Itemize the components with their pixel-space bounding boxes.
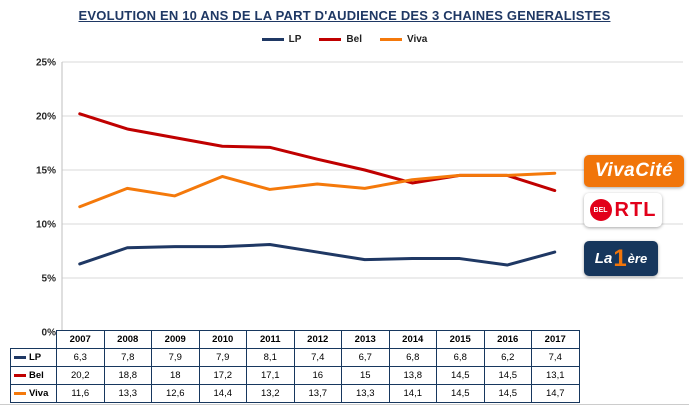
- rtl-logo-text: RTL: [614, 198, 657, 221]
- table-header-row: 2007 2008 2009 2010 2011 2012 2013 2014 2015 2016…: [11, 330, 580, 349]
- year-header: 2017: [531, 330, 580, 349]
- row-label: Bel: [10, 366, 57, 385]
- table-cell: 8,1: [246, 348, 295, 367]
- la1ere-la-text: La: [594, 250, 613, 267]
- row-label: LP: [10, 348, 57, 367]
- la-premiere-logo: La 1 ère: [584, 241, 658, 276]
- legend-item-lp: LP: [261, 34, 302, 45]
- chart-legend: LP Bel Viva: [0, 34, 689, 45]
- table-cell: 7,8: [103, 348, 152, 367]
- year-header: 2009: [151, 330, 200, 349]
- y-axis-tick-label: 10%: [36, 220, 56, 231]
- audience-table: 2007 2008 2009 2010 2011 2012 2013 2014 2015 2016…: [10, 330, 580, 403]
- table-cell: 12,6: [151, 384, 200, 403]
- viva-line-swatch: [379, 38, 402, 41]
- table-row-viva: Viva 11,6 13,3 12,6 14,4 13,2 13,7 13,3 14,1 14,5…: [10, 384, 580, 403]
- year-header: 2012: [293, 330, 342, 349]
- table-cell: 18,8: [103, 366, 152, 385]
- table-cell: 6,7: [341, 348, 390, 367]
- table-cell: 6,3: [56, 348, 105, 367]
- bottom-divider: [0, 404, 689, 405]
- table-cell: 14,7: [531, 384, 580, 403]
- table-cell: 17,2: [198, 366, 247, 385]
- year-header: 2015: [436, 330, 485, 349]
- table-cell: 15: [341, 366, 390, 385]
- year-header: 2007: [56, 330, 105, 349]
- table-cell: 6,2: [483, 348, 532, 367]
- table-cell: 13,8: [388, 366, 437, 385]
- table-row-bel: Bel 20,2 18,8 18 17,2 17,1 16 15 13,8 14,5 14,5 13,…: [10, 366, 580, 385]
- line-series-viva: [78, 171, 557, 209]
- table-cell: 13,3: [341, 384, 390, 403]
- year-header: 2016: [483, 330, 532, 349]
- table-cell: 14,5: [483, 384, 532, 403]
- bel-badge-icon: BEL: [589, 199, 612, 221]
- data-table-wrap: 2007 2008 2009 2010 2011 2012 2013 2014 2015 2016…: [10, 330, 580, 403]
- table-cell: 20,2: [56, 366, 105, 385]
- bel-line-swatch: [319, 38, 342, 41]
- table-cell: 7,9: [151, 348, 200, 367]
- legend-label-lp: LP: [288, 34, 302, 45]
- chart-title: EVOLUTION EN 10 ANS DE LA PART D'AUDIENC…: [78, 8, 611, 23]
- y-axis-tick-label: 20%: [36, 112, 56, 123]
- table-cell: 7,4: [293, 348, 342, 367]
- table-cell: 7,9: [198, 348, 247, 367]
- y-axis-tick-label: 5%: [42, 274, 57, 285]
- table-cell: 14,4: [198, 384, 247, 403]
- y-axis-tick-label: 15%: [36, 166, 56, 177]
- year-header: 2013: [341, 330, 390, 349]
- bel-line-swatch: [14, 373, 26, 377]
- table-cell: 14,5: [436, 366, 485, 385]
- table-cell: 14,5: [436, 384, 485, 403]
- y-axis-tick-label: 0%: [42, 328, 57, 339]
- table-row-lp: LP 6,3 7,8 7,9 7,9 8,1 7,4 6,7 6,8 6,8 6,2 7,4: [10, 348, 580, 367]
- vivacite-logo-text: VivaCité: [594, 160, 674, 181]
- line-series-lp: [78, 243, 557, 267]
- viva-line-swatch: [14, 391, 26, 395]
- legend-item-bel: Bel: [319, 34, 362, 45]
- table-cell: 6,8: [436, 348, 485, 367]
- y-axis-tick-label: 25%: [36, 58, 56, 69]
- lp-line-swatch: [14, 355, 26, 359]
- la1ere-one-text: 1: [613, 244, 627, 272]
- legend-item-viva: Viva: [379, 34, 428, 45]
- year-header: 2010: [198, 330, 247, 349]
- line-series-bel: [78, 112, 557, 193]
- table-cell: 11,6: [56, 384, 105, 403]
- table-cell: 13,2: [246, 384, 295, 403]
- year-header: 2008: [103, 330, 152, 349]
- year-header: 2011: [246, 330, 295, 349]
- table-cell: 16: [293, 366, 342, 385]
- vivacite-logo: VivaCité: [584, 155, 684, 187]
- table-cell: 6,8: [388, 348, 437, 367]
- legend-label-viva: Viva: [406, 34, 428, 45]
- table-cell: 7,4: [531, 348, 580, 367]
- table-corner-cell: [11, 331, 57, 349]
- bel-rtl-logo: BEL RTL: [584, 193, 662, 227]
- table-cell: 13,7: [293, 384, 342, 403]
- table-cell: 13,1: [531, 366, 580, 385]
- table-cell: 14,1: [388, 384, 437, 403]
- la1ere-ere-text: ère: [627, 251, 648, 266]
- legend-label-bel: Bel: [346, 34, 362, 45]
- table-cell: 13,3: [103, 384, 152, 403]
- table-cell: 18: [151, 366, 200, 385]
- table-cell: 14,5: [483, 366, 532, 385]
- table-cell: 17,1: [246, 366, 295, 385]
- year-header: 2014: [388, 330, 437, 349]
- row-label: Viva: [10, 384, 57, 403]
- lp-line-swatch: [261, 38, 284, 41]
- audience-line-chart: 0% 5% 10% 15% 20% 25%: [36, 58, 683, 339]
